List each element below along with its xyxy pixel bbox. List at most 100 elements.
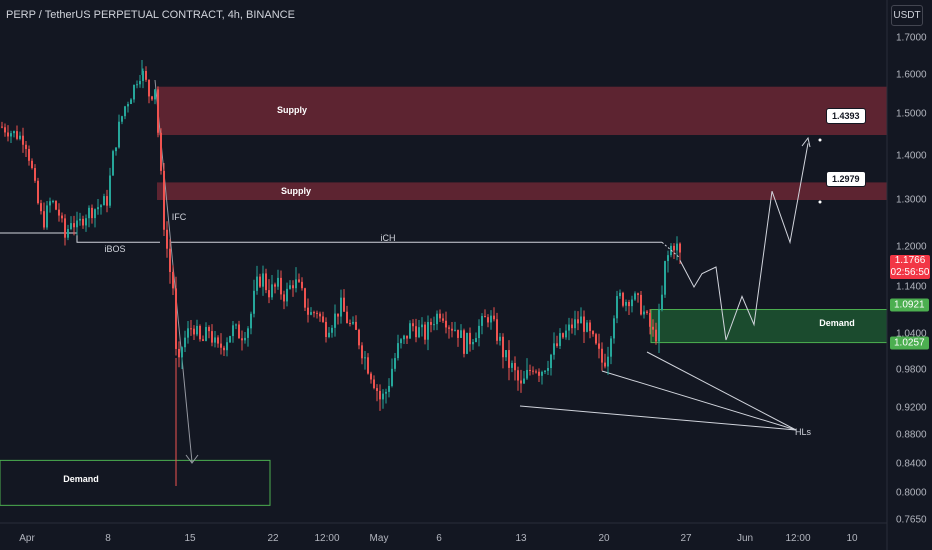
target-dot bbox=[818, 200, 822, 204]
candle-body bbox=[124, 106, 126, 117]
candle-body bbox=[649, 312, 651, 327]
candle-body bbox=[208, 327, 210, 332]
candle-body bbox=[640, 294, 642, 315]
candle-body bbox=[397, 343, 399, 359]
candle-body bbox=[154, 89, 156, 100]
candle-body bbox=[307, 307, 309, 315]
target-dot bbox=[818, 138, 822, 142]
candle-body bbox=[118, 121, 120, 148]
candle-body bbox=[316, 312, 318, 314]
candle-body bbox=[604, 362, 606, 367]
time-tick: 15 bbox=[184, 533, 196, 544]
candle-body bbox=[376, 388, 378, 391]
projection-arrow-head bbox=[801, 136, 811, 148]
candle-body bbox=[580, 316, 582, 324]
candle-body bbox=[421, 324, 423, 328]
currency-button[interactable]: USDT bbox=[891, 5, 923, 26]
candle-body bbox=[652, 326, 654, 330]
candle-body bbox=[34, 168, 36, 181]
time-tick: Apr bbox=[19, 533, 35, 544]
candle-body bbox=[382, 393, 384, 400]
candle-body bbox=[616, 296, 618, 319]
ifc-arrow-head bbox=[185, 454, 199, 464]
candle-body bbox=[202, 339, 204, 341]
zone-top-badge: 1.0921 bbox=[890, 298, 929, 312]
candle-body bbox=[427, 322, 429, 340]
candle-body bbox=[412, 323, 414, 327]
hl-line bbox=[519, 405, 797, 431]
candle-body bbox=[199, 325, 201, 340]
candle-body bbox=[46, 205, 48, 228]
demand-zone-right-label: Demand bbox=[819, 318, 855, 328]
candle-body bbox=[310, 312, 312, 315]
price-tick: 1.7000 bbox=[896, 32, 927, 44]
candle-body bbox=[676, 243, 678, 251]
ifc-label: IFC bbox=[171, 212, 187, 222]
candle-body bbox=[163, 170, 165, 230]
candle-body bbox=[13, 131, 15, 134]
candle-body bbox=[349, 323, 351, 325]
candle-body bbox=[151, 96, 153, 100]
candle-body bbox=[466, 332, 468, 354]
demand-zone bbox=[650, 309, 888, 344]
candle-body bbox=[139, 80, 141, 85]
candle-body bbox=[127, 104, 129, 107]
candle-body bbox=[112, 151, 114, 176]
candle-body bbox=[271, 284, 273, 298]
candle-body bbox=[277, 277, 279, 287]
ich-label: iCH bbox=[380, 233, 396, 243]
candle-body bbox=[385, 391, 387, 394]
time-tick: 8 bbox=[105, 533, 111, 544]
candle-body bbox=[166, 229, 168, 249]
candles-layer bbox=[1, 60, 681, 486]
candle-body bbox=[205, 327, 207, 341]
candle-body bbox=[400, 339, 402, 344]
candle-body bbox=[1, 126, 3, 128]
time-tick: 27 bbox=[680, 533, 692, 544]
time-tick: 6 bbox=[436, 533, 442, 544]
candle-body bbox=[97, 207, 99, 210]
candle-body bbox=[436, 313, 438, 325]
price-tick: 0.9800 bbox=[896, 364, 927, 376]
candle-body bbox=[49, 201, 51, 206]
candle-body bbox=[586, 322, 588, 332]
candle-body bbox=[247, 328, 249, 338]
candle-body bbox=[634, 293, 636, 300]
candle-body bbox=[100, 205, 102, 208]
candle-body bbox=[433, 324, 435, 326]
candle-body bbox=[160, 132, 162, 171]
candle-body bbox=[175, 288, 177, 349]
candle-body bbox=[448, 327, 450, 329]
candle-body bbox=[517, 370, 519, 381]
candle-body bbox=[502, 336, 504, 358]
candle-body bbox=[37, 180, 39, 204]
candle-body bbox=[655, 329, 657, 342]
time-tick: 12:00 bbox=[785, 533, 811, 544]
candle-body bbox=[658, 309, 660, 342]
candle-body bbox=[637, 293, 639, 295]
candle-body bbox=[334, 313, 336, 328]
candle-body bbox=[367, 357, 369, 374]
candle-body bbox=[229, 336, 231, 343]
candle-body bbox=[79, 218, 81, 221]
candle-body bbox=[454, 329, 456, 331]
price-tick: 1.1400 bbox=[896, 281, 927, 293]
candle-body bbox=[292, 285, 294, 289]
candle-body bbox=[178, 348, 180, 358]
candle-body bbox=[25, 144, 27, 149]
candle-body bbox=[451, 328, 453, 331]
candle-body bbox=[631, 299, 633, 307]
candle-body bbox=[568, 324, 570, 331]
current-price: 1.1766 bbox=[894, 255, 926, 266]
candle-body bbox=[217, 337, 219, 344]
candle-body bbox=[595, 334, 597, 344]
candle-body bbox=[487, 317, 489, 323]
candle-body bbox=[22, 135, 24, 145]
candle-body bbox=[274, 284, 276, 287]
candle-body bbox=[664, 261, 666, 295]
candle-body bbox=[607, 356, 609, 367]
price-tick: 1.0400 bbox=[896, 328, 927, 340]
candle-body bbox=[142, 70, 144, 81]
price-tick: 1.3000 bbox=[896, 194, 927, 206]
